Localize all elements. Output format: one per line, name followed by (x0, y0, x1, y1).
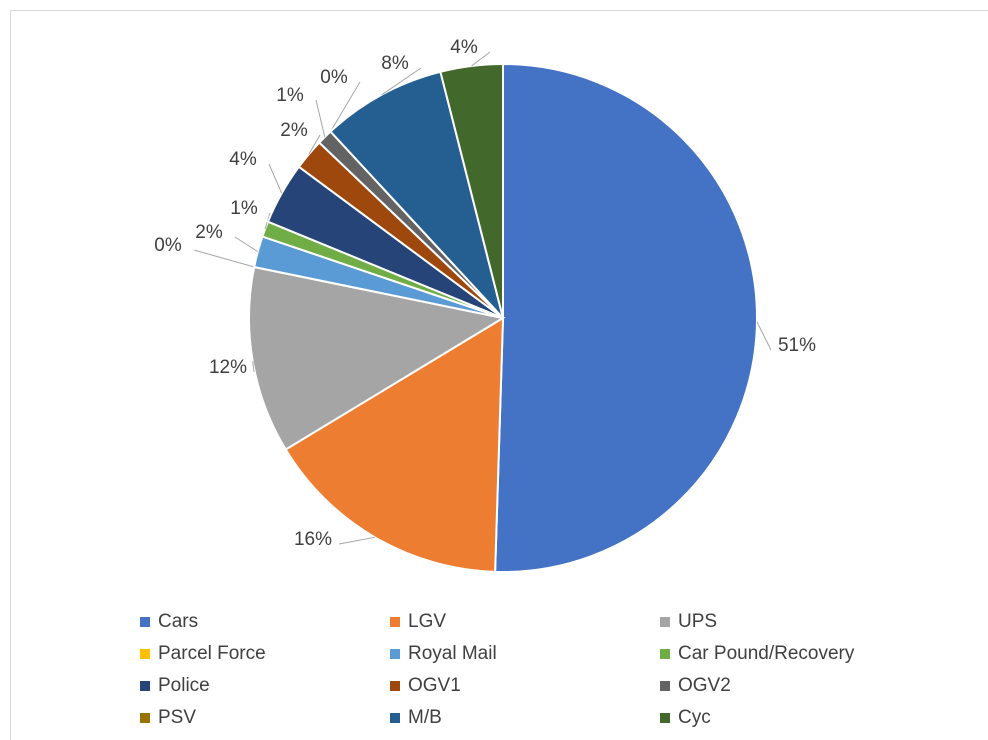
legend-label: Cars (158, 611, 198, 632)
legend-swatch (660, 617, 670, 627)
leader-line (756, 321, 772, 351)
legend-swatch (660, 713, 670, 723)
chart-frame (10, 10, 988, 740)
data-label: 4% (450, 37, 478, 58)
legend-label: Police (158, 675, 210, 696)
legend-swatch (660, 681, 670, 691)
leader-line (338, 536, 375, 545)
leader-line (234, 236, 259, 253)
pie-slice (284, 316, 505, 573)
pie-slice (248, 265, 506, 451)
legend-label: OGV1 (408, 675, 461, 696)
data-label: 16% (294, 529, 332, 550)
legend-label: M/B (408, 707, 442, 728)
data-label: 0% (154, 235, 182, 256)
pie-slice (329, 70, 504, 319)
legend-swatch (140, 681, 150, 691)
legend-swatch (390, 681, 400, 691)
legend-swatch (140, 649, 150, 659)
legend-label: OGV2 (678, 675, 731, 696)
legend-swatch (390, 649, 400, 659)
legend-label: Royal Mail (408, 643, 497, 664)
leader-line (471, 51, 491, 67)
legend-label: LGV (408, 611, 446, 632)
legend-label: Cyc (678, 707, 711, 728)
data-label: 1% (230, 198, 258, 219)
pie-slice (439, 62, 504, 319)
data-label: 8% (381, 53, 409, 74)
legend-label: Car Pound/Recovery (678, 643, 855, 664)
data-label: 12% (209, 357, 247, 378)
data-label: 51% (778, 335, 816, 356)
legend-swatch (140, 617, 150, 627)
data-label: 0% (320, 67, 348, 88)
legend-label: UPS (678, 611, 717, 632)
legend-swatch (390, 617, 400, 627)
data-label: 2% (280, 120, 308, 141)
data-label: 4% (229, 149, 257, 170)
pie-slice (494, 62, 758, 573)
leader-line (308, 134, 321, 155)
leader-line (193, 249, 255, 268)
legend-swatch (660, 649, 670, 659)
legend-swatch (390, 713, 400, 723)
leader-line (315, 99, 326, 138)
legend-swatch (140, 713, 150, 723)
leader-line (381, 67, 422, 96)
legend-label: PSV (158, 707, 196, 728)
leader-line (252, 361, 255, 373)
leader-line (330, 81, 361, 132)
legend-label: Parcel Force (158, 643, 266, 664)
leader-line (268, 163, 283, 194)
data-label: 2% (195, 222, 223, 243)
data-label: 1% (276, 85, 304, 106)
